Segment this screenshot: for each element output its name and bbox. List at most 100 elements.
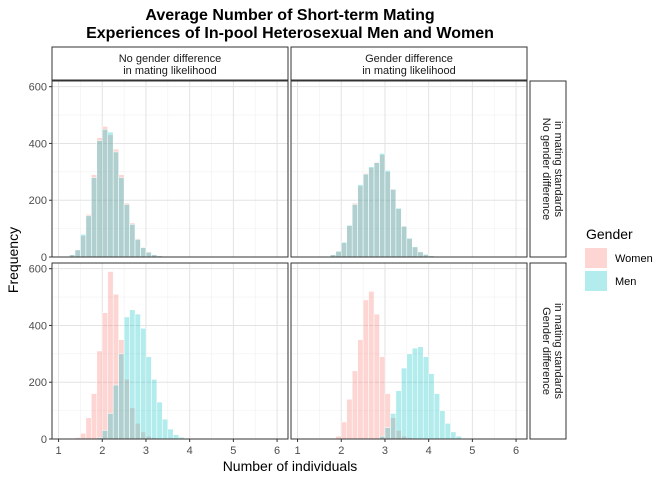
panel-r0-c1-bar-men: [417, 251, 424, 258]
column-strip-0: [51, 46, 289, 81]
x-axis-title: Number of individuals: [223, 458, 358, 474]
panel-r1-c1-bar-men: [428, 373, 435, 440]
chart-title-line-2: Experiences of In-pool Heterosexual Men …: [86, 25, 494, 42]
panel-r0-c1-border: [290, 80, 528, 258]
panel-r1-c0-bar-men: [173, 434, 179, 440]
panel-r1-c1-bar-men: [439, 410, 446, 440]
panel-r0-c0-bar-men: [80, 234, 87, 258]
panel-r1-c0-bar-women: [96, 350, 103, 440]
panel-r1-c1-bar-men: [390, 413, 397, 440]
panel-r1-c0-bar-men: [102, 430, 108, 440]
panel-r0-c0-bar-men: [107, 131, 114, 258]
panel-r0-c1-bar-men: [412, 246, 418, 258]
y-tick-label: 600: [29, 264, 47, 276]
panel-r1-c1-bar-men: [395, 390, 402, 440]
panel-r0-c1-bar-men: [351, 204, 358, 258]
panel-r1-c0-background: [52, 263, 288, 439]
panel-r0-c1-bar-men: [341, 241, 347, 258]
panel-r1-c1-bar-women: [368, 291, 375, 440]
panel-r0-c0-bar-men: [129, 224, 136, 258]
panel-r0-c0-bar-men: [140, 247, 147, 258]
panel-r0-c0-bar-men: [118, 177, 125, 258]
panel-r1-c1-background: [291, 263, 527, 439]
panel-r0-c1-bar-men: [362, 173, 369, 258]
panel-r0-c0-bar-men: [91, 177, 98, 258]
panel-r1-c1-border: [290, 262, 528, 440]
panel-r1-c0-bar-women: [85, 417, 92, 440]
panel-r0-c1-bar-men: [373, 162, 380, 258]
x-tick-label: 3: [382, 445, 388, 457]
panel-r1-c0-bar-women: [102, 312, 108, 440]
panel-r0-c1-bar-men: [346, 224, 353, 258]
panel-r1-c1-bar-men: [450, 431, 457, 440]
panel-r1-c0-bar-men: [107, 413, 114, 440]
legend-key-men: [585, 271, 607, 291]
panel-r1-c1-bar-women: [362, 299, 369, 440]
x-tick-label: 3: [143, 445, 149, 457]
panel-r1-c0-bar-men: [134, 313, 141, 440]
panel-r1-c0-bar-men: [167, 428, 174, 440]
y-axis-title: Frequency: [5, 227, 21, 293]
panel-r1-c0-bar-women: [91, 393, 98, 440]
panel-r1-c1-bar-men: [412, 347, 418, 440]
panel-r1-c1-bar-men: [422, 356, 429, 440]
panel-r0-c1-bar-men: [379, 153, 386, 258]
panel-r0-c0-bar-men: [123, 204, 130, 258]
x-tick-label: 1: [294, 445, 300, 457]
panel-r1-c0-bar-men: [123, 316, 130, 440]
panel-r1-c0-bar-men: [162, 418, 169, 440]
column-strip-0-text-1: in mating likelihood: [123, 65, 217, 77]
row-strip-0-text-0: No gender difference: [540, 118, 552, 221]
legend-label-men: Men: [615, 276, 636, 288]
x-tick-label: 2: [99, 445, 105, 457]
row-strip-1-text-0: Gender difference: [540, 307, 552, 395]
row-strip-1: [529, 262, 567, 440]
panel-r1-c1-bar-women: [379, 356, 386, 440]
x-tick-label: 6: [274, 445, 280, 457]
panel-r1-c0-bar-men: [129, 309, 136, 440]
panel-r0-c1-bar-men: [335, 251, 342, 258]
panel-r1-c1-bar-men: [417, 346, 424, 440]
y-tick-label: 400: [29, 138, 47, 150]
panel-r1-c1-bar-men: [401, 367, 408, 440]
panel-r0-c0-bar-men: [96, 140, 103, 258]
panel-r1-c0-bar-men: [112, 384, 119, 440]
x-tick-label: 5: [230, 445, 236, 457]
y-tick-label: 400: [29, 320, 47, 332]
y-tick-label: 200: [29, 195, 47, 207]
panel-r1-c0-bar-women: [80, 433, 87, 440]
panel-r1-c0-border: [51, 262, 289, 440]
panel-r1-c1-bar-women: [346, 399, 353, 440]
x-tick-label: 1: [55, 445, 61, 457]
row-strip-1-text-1: in mating standards: [552, 303, 564, 399]
panel-r1-c0-bar-men: [140, 328, 147, 440]
panel-r1-c1-bar-women: [341, 421, 347, 440]
column-strip-0-text-0: No gender difference: [119, 53, 222, 65]
panel-r1-c0-bar-men: [151, 379, 158, 440]
panel-r0-c0-bar-men: [134, 239, 141, 258]
panel-r0-c0-bar-men: [145, 251, 152, 258]
y-tick-label: 600: [29, 82, 47, 94]
row-strip-0-text-1: in mating standards: [552, 121, 564, 217]
panel-r0-c1-bar-men: [401, 226, 408, 258]
panel-r1-c1-bar-men: [433, 393, 440, 440]
column-strip-1-text-0: Gender difference: [365, 53, 453, 65]
row-strip-0: [529, 80, 567, 258]
panel-r1-c1-bar-women: [373, 313, 380, 440]
x-tick-label: 6: [513, 445, 519, 457]
panel-r1-c0-bar-men: [145, 356, 152, 440]
panel-r0-c1-background: [291, 81, 527, 257]
chart-title-line-1: Average Number of Short-term Mating: [145, 7, 434, 24]
panel-r1-c1-bar-women: [351, 370, 358, 440]
y-tick-label: 0: [41, 434, 47, 446]
panel-r0-c0-border: [51, 80, 289, 258]
panel-r1-c0-bar-men: [156, 401, 163, 440]
column-strip-1: [290, 46, 528, 81]
panel-r0-c0-bar-men: [102, 129, 108, 258]
x-tick-label: 4: [187, 445, 193, 457]
panel-r0-c1-bar-men: [390, 189, 397, 258]
y-tick-label: 0: [41, 252, 47, 264]
